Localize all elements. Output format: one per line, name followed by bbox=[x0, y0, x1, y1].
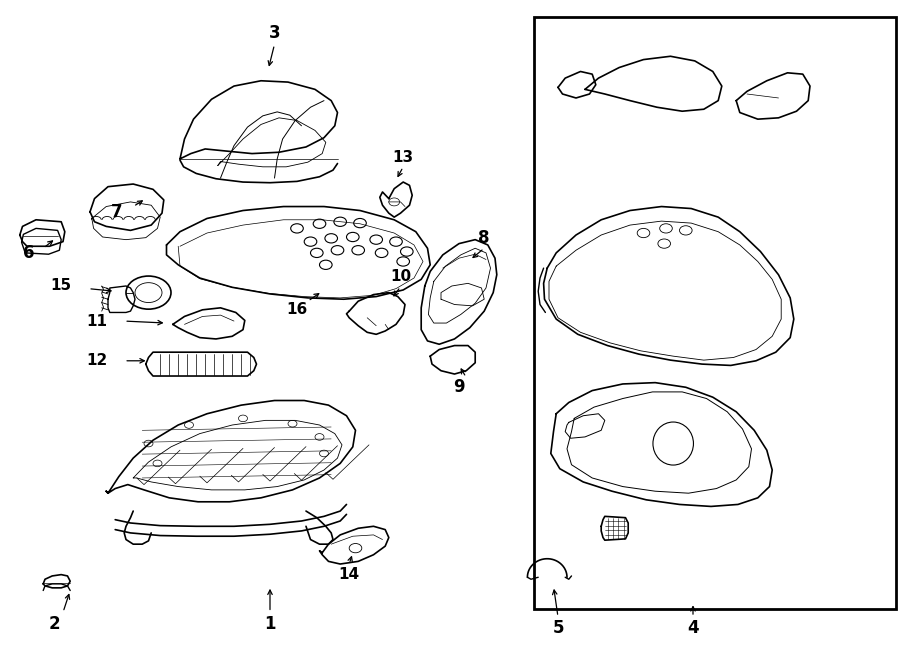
Text: 4: 4 bbox=[688, 618, 698, 637]
Text: 3: 3 bbox=[269, 24, 280, 42]
Text: 1: 1 bbox=[265, 614, 275, 633]
Text: 5: 5 bbox=[553, 618, 563, 637]
Text: 13: 13 bbox=[392, 150, 414, 165]
Text: 6: 6 bbox=[23, 244, 34, 262]
Text: 8: 8 bbox=[479, 229, 490, 248]
Text: 12: 12 bbox=[86, 354, 108, 368]
Text: 7: 7 bbox=[112, 203, 122, 221]
Text: 2: 2 bbox=[49, 614, 59, 633]
Text: 16: 16 bbox=[286, 303, 308, 317]
Text: 14: 14 bbox=[338, 567, 360, 582]
Text: 15: 15 bbox=[50, 279, 72, 293]
Text: 11: 11 bbox=[86, 314, 108, 328]
Bar bbox=[534, 17, 896, 609]
Text: 9: 9 bbox=[454, 378, 464, 397]
Text: 10: 10 bbox=[390, 269, 411, 284]
